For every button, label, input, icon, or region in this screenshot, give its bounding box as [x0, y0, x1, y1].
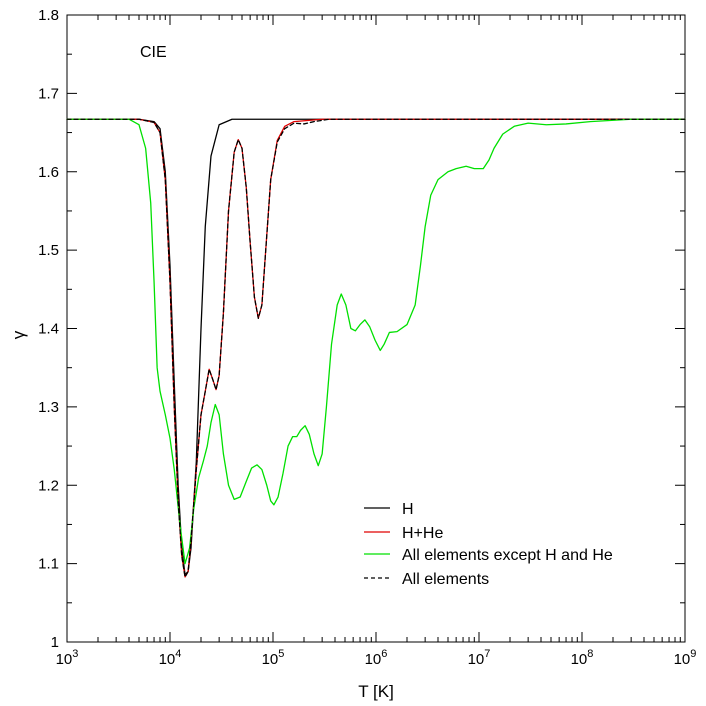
legend-label-all: All elements [402, 571, 489, 588]
y-axis-label: γ [9, 330, 28, 339]
x-tick-label: 107 [468, 648, 491, 668]
x-tick-label: 105 [262, 648, 285, 668]
y-tick-label: 1.1 [38, 556, 59, 573]
x-tick-label: 106 [365, 648, 388, 668]
legend-label-metals: All elements except H and He [402, 547, 613, 564]
y-tick-label: 1.6 [38, 164, 59, 181]
y-tick-label: 1.3 [38, 399, 59, 416]
axis-ticks [66, 14, 686, 643]
y-tick-label: 1.5 [38, 242, 59, 259]
x-tick-label: 108 [571, 648, 594, 668]
series-lines [66, 118, 686, 578]
y-tick-label: 1.4 [38, 321, 59, 338]
y-tick-label: 1 [51, 634, 59, 651]
legend: H H+He All elements except H and He All … [364, 501, 613, 588]
x-tick-labels: 103 104 105 106 107 108 109 [56, 648, 697, 668]
y-tick-label: 1.7 [38, 85, 59, 102]
y-tick-labels: 1 1.1 1.2 1.3 1.4 1.5 1.6 1.7 1.8 [38, 7, 59, 651]
series-line-3 [66, 118, 686, 578]
x-tick-label: 103 [56, 648, 79, 668]
y-tick-label: 1.2 [38, 477, 59, 494]
x-tick-label: 109 [674, 648, 697, 668]
x-tick-label: 104 [159, 648, 182, 668]
y-tick-label: 1.8 [38, 7, 59, 24]
x-axis-label: T [K] [358, 682, 394, 701]
legend-label-h: H [402, 501, 414, 518]
series-line-0 [66, 118, 686, 576]
legend-label-hhe: H+He [402, 525, 443, 542]
cie-annotation: CIE [140, 44, 167, 61]
series-line-2 [66, 118, 686, 565]
